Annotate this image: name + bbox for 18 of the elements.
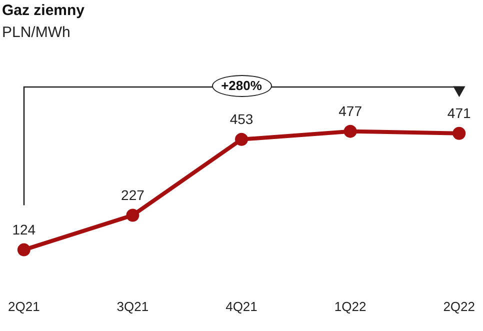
data-label: 453 [230, 111, 254, 128]
data-label: 477 [338, 103, 362, 120]
data-label: 471 [447, 105, 471, 122]
point [452, 126, 466, 140]
chart-subtitle: PLN/MWh [2, 24, 70, 41]
x-tick-label: 4Q21 [226, 298, 258, 314]
x-tick-label: 2Q21 [8, 298, 40, 314]
x-tick-label: 1Q22 [334, 298, 366, 314]
chart-title: Gaz ziemny [2, 2, 85, 19]
point [235, 132, 248, 146]
point [344, 124, 357, 138]
data-label: 227 [121, 187, 145, 204]
point [17, 243, 30, 256]
x-tick-label: 2Q22 [443, 298, 476, 314]
text: +280% [212, 74, 272, 96]
data-label: 124 [12, 222, 36, 238]
x-tick-label: 3Q21 [116, 298, 149, 314]
point [126, 208, 140, 222]
